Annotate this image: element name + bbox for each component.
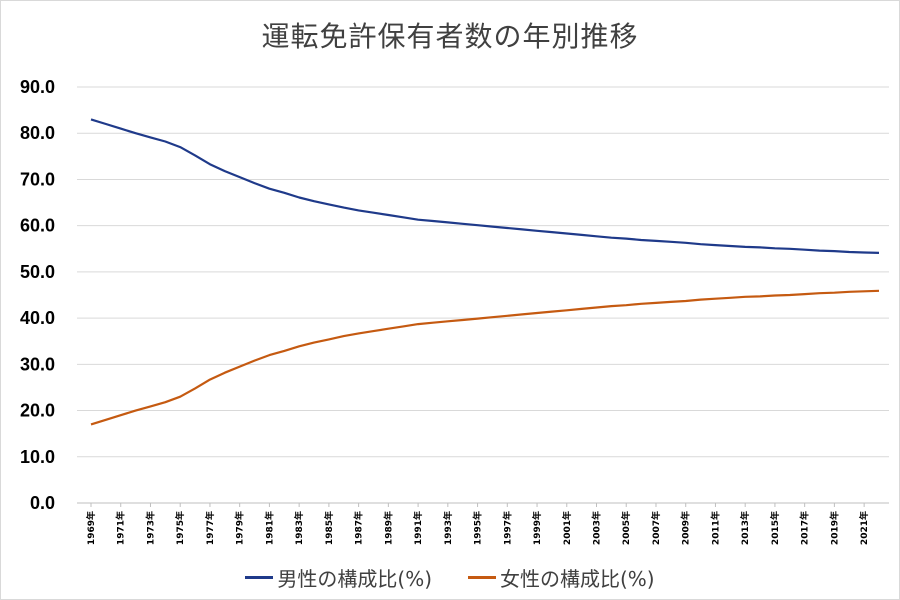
y-tick-label: 60.0: [20, 216, 55, 236]
legend-swatch-male: [245, 576, 274, 579]
legend-label-female: 女性の構成比(%): [500, 567, 655, 591]
legend-label-male: 男性の構成比(%): [277, 567, 432, 591]
x-tick-label: 1971年: [115, 511, 127, 545]
x-tick-label: 2013年: [739, 511, 751, 545]
x-tick-label: 1975年: [174, 511, 186, 545]
x-tick-label: 2017年: [799, 511, 811, 545]
x-tick-label: 1991年: [412, 511, 424, 545]
x-tick-label: 1985年: [323, 511, 335, 545]
x-tick-label: 1993年: [442, 511, 454, 545]
series-line-female: [90, 289, 880, 426]
x-tick-label: 1999年: [531, 511, 543, 545]
x-tick-label: 1987年: [353, 511, 365, 545]
x-tick-label: 1969年: [85, 511, 97, 545]
x-tick-label: 1979年: [234, 511, 246, 545]
x-tick-label: 2005年: [620, 511, 632, 545]
x-tick-label: 1995年: [472, 511, 484, 545]
x-tick-label: 1973年: [144, 511, 156, 545]
x-tick-label: 1989年: [382, 511, 394, 545]
chart-title: 運転免許保有者数の年別推移: [261, 20, 639, 53]
y-tick-label: 0.0: [30, 493, 55, 513]
x-tick-label: 2003年: [591, 511, 603, 545]
x-tick-label: 2015年: [769, 511, 781, 545]
x-tick-label: 2019年: [828, 511, 840, 545]
x-tick-label: 2007年: [650, 511, 662, 545]
y-tick-label: 80.0: [20, 123, 55, 143]
legend-swatch-female: [468, 576, 496, 579]
y-tick-label: 30.0: [20, 354, 55, 374]
y-tick-label: 40.0: [20, 308, 55, 328]
x-tick-label: 2021年: [858, 511, 870, 545]
x-tick-label: 1983年: [293, 511, 305, 545]
x-tick-label: 1981年: [263, 511, 275, 545]
legend-item-female: 女性の構成比(%): [468, 563, 655, 592]
x-tick-label: 2001年: [561, 511, 573, 545]
y-tick-label: 70.0: [20, 169, 55, 189]
series-line-male: [90, 118, 880, 254]
y-tick-label: 20.0: [20, 401, 55, 421]
legend: 男性の構成比(%) 女性の構成比(%): [1, 563, 899, 592]
x-tick-label: 1977年: [204, 511, 216, 545]
x-tick-label: 1997年: [501, 511, 513, 545]
y-tick-label: 50.0: [20, 262, 55, 282]
x-tick-label: 2011年: [709, 511, 721, 545]
y-tick-label: 90.0: [20, 77, 55, 97]
legend-item-male: 男性の構成比(%): [245, 563, 432, 592]
x-tick-label: 2009年: [680, 511, 692, 545]
y-tick-label: 10.0: [20, 447, 55, 467]
